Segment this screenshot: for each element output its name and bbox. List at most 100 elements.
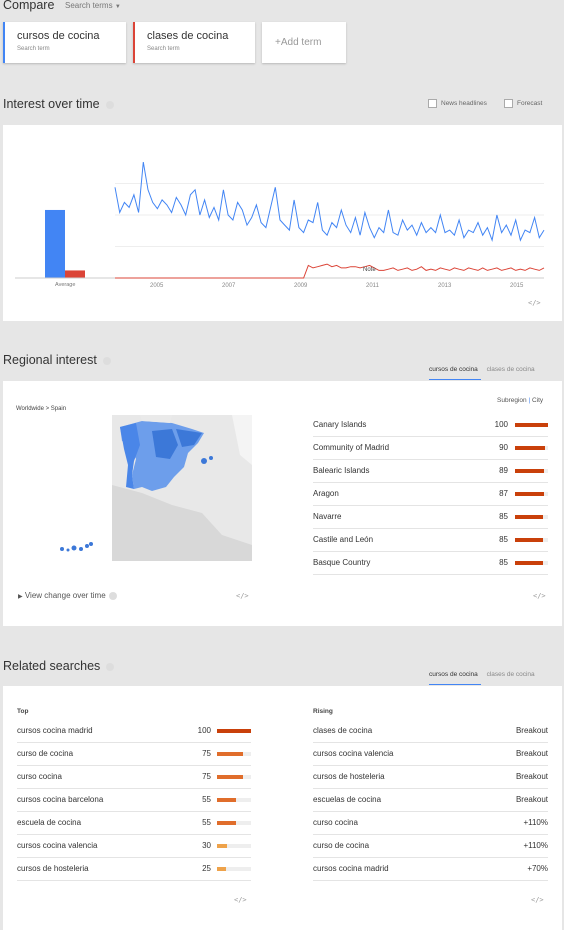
- forecast-toggle[interactable]: Forecast: [504, 99, 542, 108]
- tab-clases-de-cocina[interactable]: clases de cocina: [486, 671, 535, 678]
- subregion-option[interactable]: Subregion: [497, 397, 527, 404]
- related-value: 75: [202, 749, 211, 758]
- embed-icon[interactable]: </>: [234, 896, 247, 904]
- search-terms-label: Search terms: [65, 1, 113, 10]
- help-icon[interactable]: [108, 591, 117, 600]
- related-rising-row[interactable]: clases de cocina Breakout: [313, 720, 548, 743]
- related-top-row[interactable]: cursos de hosteleria 25: [17, 858, 251, 881]
- related-query[interactable]: escuela de cocina: [17, 818, 82, 827]
- term-name[interactable]: cursos de cocina: [17, 30, 100, 42]
- related-top-row[interactable]: curso cocina 75: [17, 766, 251, 789]
- related-top-row[interactable]: escuela de cocina 55: [17, 812, 251, 835]
- help-icon[interactable]: [102, 356, 111, 365]
- term-card-2[interactable]: clases de cocina Search term: [133, 22, 255, 63]
- add-term-button[interactable]: +Add term: [262, 22, 346, 63]
- term-name[interactable]: clases de cocina: [147, 30, 229, 42]
- add-term-label: +Add term: [275, 37, 322, 48]
- related-rising-row[interactable]: cursos cocina madrid +70%: [313, 858, 548, 881]
- region-value: 85: [499, 512, 508, 521]
- related-bar: [217, 775, 251, 779]
- breadcrumb[interactable]: Worldwide > Spain: [16, 406, 67, 412]
- related-rising-value: +110%: [523, 818, 548, 827]
- checkbox-icon[interactable]: [428, 99, 437, 108]
- related-top-row[interactable]: cursos cocina barcelona 55: [17, 789, 251, 812]
- tab-cursos-de-cocina[interactable]: cursos de cocina: [429, 671, 481, 685]
- embed-icon[interactable]: </>: [528, 299, 541, 307]
- term-sub: Search term: [17, 46, 50, 52]
- search-terms-dropdown[interactable]: Search terms ▼: [65, 1, 121, 10]
- term-card-1[interactable]: cursos de cocina Search term: [3, 22, 126, 63]
- region-name[interactable]: Canary Islands: [313, 420, 367, 429]
- related-query[interactable]: curso de cocina: [313, 841, 370, 850]
- region-name[interactable]: Balearic Islands: [313, 466, 370, 475]
- region-row[interactable]: Community of Madrid 90: [313, 437, 548, 460]
- region-row[interactable]: Balearic Islands 89: [313, 460, 548, 483]
- related-value: 30: [202, 841, 211, 850]
- region-bar-fill: [515, 423, 548, 427]
- region-bar: [515, 446, 548, 450]
- region-bar-fill: [515, 492, 544, 496]
- checkbox-icon[interactable]: [504, 99, 513, 108]
- tab-cursos-de-cocina[interactable]: cursos de cocina: [429, 366, 481, 380]
- help-icon[interactable]: [105, 100, 114, 109]
- related-query[interactable]: cursos de hosteleria: [17, 864, 89, 873]
- chevron-down-icon: ▼: [114, 4, 121, 10]
- related-query[interactable]: cursos cocina madrid: [313, 864, 389, 873]
- region-name[interactable]: Navarre: [313, 512, 342, 521]
- related-query[interactable]: cursos cocina madrid: [17, 726, 93, 735]
- related-bar: [217, 729, 251, 733]
- region-row[interactable]: Castile and León 85: [313, 529, 548, 552]
- region-value: 85: [499, 558, 508, 567]
- region-row[interactable]: Canary Islands 100: [313, 414, 548, 437]
- note-label[interactable]: Note: [363, 267, 376, 273]
- top-heading: Top: [17, 708, 29, 715]
- related-rising-row[interactable]: cursos de hosteleria Breakout: [313, 766, 548, 789]
- region-name[interactable]: Community of Madrid: [313, 443, 390, 452]
- related-query[interactable]: cursos cocina valencia: [313, 749, 394, 758]
- related-bar-fill: [217, 729, 251, 733]
- related-top-row[interactable]: cursos cocina madrid 100: [17, 720, 251, 743]
- spain-map[interactable]: [112, 415, 252, 561]
- region-bar: [515, 492, 548, 496]
- news-headlines-toggle[interactable]: News headlines: [428, 99, 487, 108]
- related-value: 75: [202, 772, 211, 781]
- related-query[interactable]: curso cocina: [313, 818, 358, 827]
- region-bar: [515, 538, 548, 542]
- related-top-row[interactable]: curso de cocina 75: [17, 743, 251, 766]
- related-rising-row[interactable]: curso de cocina +110%: [313, 835, 548, 858]
- related-query[interactable]: cursos cocina barcelona: [17, 795, 104, 804]
- city-option[interactable]: City: [531, 397, 544, 404]
- regional-tabs: cursos de cocina clases de cocina: [429, 366, 535, 380]
- related-rising-row[interactable]: curso cocina +110%: [313, 812, 548, 835]
- related-query[interactable]: cursos cocina valencia: [17, 841, 98, 850]
- related-query[interactable]: escuelas de cocina: [313, 795, 382, 804]
- related-query[interactable]: clases de cocina: [313, 726, 373, 735]
- embed-icon[interactable]: </>: [533, 592, 546, 600]
- region-name[interactable]: Basque Country: [313, 558, 371, 567]
- embed-icon[interactable]: </>: [236, 592, 249, 600]
- related-query[interactable]: curso cocina: [17, 772, 62, 781]
- related-bar-fill: [217, 798, 236, 802]
- related-rising-row[interactable]: escuelas de cocina Breakout: [313, 789, 548, 812]
- view-change-link[interactable]: ▶ View change over time: [18, 591, 117, 600]
- tab-clases-de-cocina[interactable]: clases de cocina: [486, 366, 535, 373]
- region-value: 90: [499, 443, 508, 452]
- related-query[interactable]: curso de cocina: [17, 749, 74, 758]
- related-rising-row[interactable]: cursos cocina valencia Breakout: [313, 743, 548, 766]
- x-tick-label: 2009: [294, 283, 308, 289]
- region-row[interactable]: Aragon 87: [313, 483, 548, 506]
- embed-icon[interactable]: </>: [531, 896, 544, 904]
- related-rising-value: +70%: [527, 864, 548, 873]
- related-top-row[interactable]: cursos cocina valencia 30: [17, 835, 251, 858]
- related-value: 55: [202, 818, 211, 827]
- region-name[interactable]: Aragon: [313, 489, 339, 498]
- region-row[interactable]: Navarre 85: [313, 506, 548, 529]
- related-query[interactable]: cursos de hosteleria: [313, 772, 385, 781]
- help-icon[interactable]: [106, 662, 115, 671]
- rising-heading: Rising: [313, 708, 333, 715]
- region-bar-fill: [515, 469, 545, 473]
- average-bar: [65, 270, 85, 278]
- region-name[interactable]: Castile and León: [313, 535, 374, 544]
- canary-islands-map[interactable]: [58, 541, 98, 555]
- region-row[interactable]: Basque Country 85: [313, 552, 548, 575]
